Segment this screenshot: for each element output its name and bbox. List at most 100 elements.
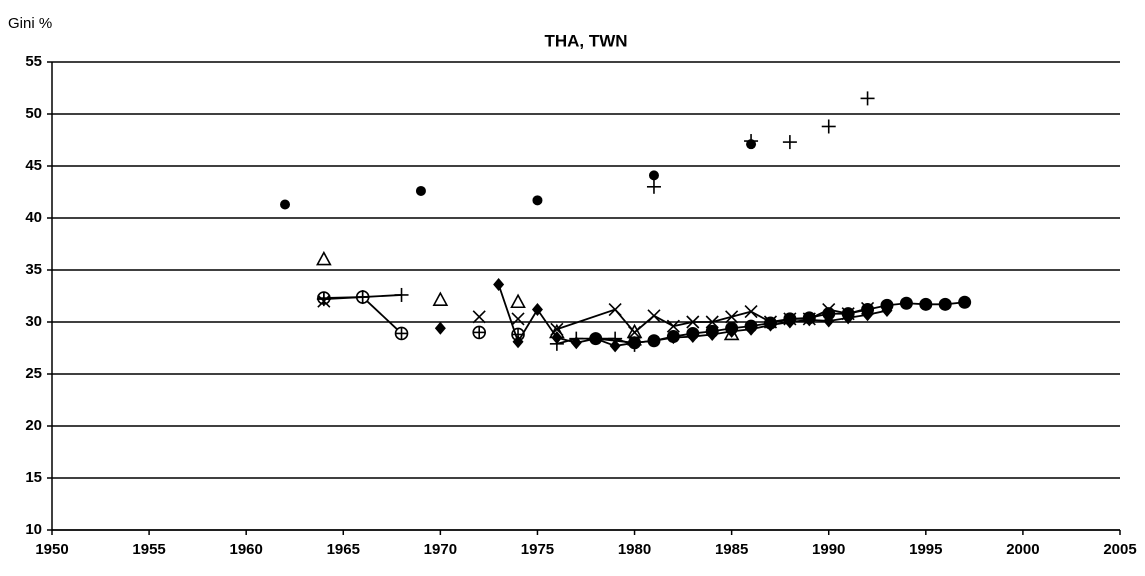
- marker: [821, 119, 836, 134]
- marker: [666, 330, 680, 344]
- marker: [510, 293, 526, 309]
- marker: [860, 91, 875, 106]
- marker: [316, 292, 331, 307]
- marker: [783, 312, 797, 326]
- marker: [861, 303, 875, 317]
- marker-shape: [725, 310, 739, 324]
- marker-shape: [861, 303, 875, 317]
- marker-shape: [725, 321, 739, 335]
- marker-shape: [609, 339, 621, 353]
- marker: [280, 199, 291, 210]
- y-tick-label: 50: [25, 105, 42, 122]
- marker: [705, 315, 719, 329]
- marker: [316, 250, 332, 266]
- marker: [647, 334, 661, 348]
- marker-shape: [608, 302, 622, 317]
- x-tick-label: 1955: [132, 541, 165, 558]
- marker-shape: [532, 195, 543, 206]
- marker-shape: [666, 330, 680, 344]
- marker: [627, 337, 642, 352]
- y-tick-label: 35: [25, 261, 42, 278]
- marker: [880, 298, 894, 312]
- marker-shape: [648, 170, 659, 181]
- marker: [434, 321, 446, 335]
- marker-shape: [647, 334, 661, 348]
- y-axis-label: Gini %: [8, 15, 52, 32]
- marker-shape: [744, 319, 758, 333]
- marker: [569, 331, 584, 346]
- x-tick-label: 1995: [909, 541, 942, 558]
- marker-shape: [627, 325, 642, 339]
- marker-shape: [705, 324, 719, 338]
- marker: [608, 302, 622, 317]
- marker: [744, 134, 759, 149]
- marker: [782, 135, 797, 150]
- marker: [802, 311, 816, 325]
- marker: [394, 287, 409, 302]
- y-tick-label: 15: [25, 469, 42, 486]
- marker: [432, 291, 449, 306]
- marker-shape: [493, 278, 505, 292]
- marker: [666, 319, 680, 333]
- marker: [627, 325, 642, 339]
- marker-shape: [899, 296, 913, 310]
- marker-shape: [434, 321, 446, 335]
- marker: [899, 296, 913, 310]
- marker: [725, 321, 739, 335]
- y-tick-label: 20: [25, 417, 42, 434]
- marker: [763, 316, 777, 330]
- marker: [725, 310, 739, 324]
- chart-title: THA, TWN: [544, 31, 627, 50]
- x-tick-label: 1950: [35, 541, 68, 558]
- marker: [744, 319, 758, 333]
- marker-shape: [841, 307, 855, 321]
- marker-shape: [919, 297, 933, 311]
- marker-shape: [280, 199, 291, 210]
- marker: [472, 310, 486, 324]
- marker-shape: [938, 297, 952, 311]
- marker-shape: [512, 335, 524, 349]
- y-tick-label: 45: [25, 157, 42, 174]
- marker-shape: [783, 312, 797, 326]
- marker-shape: [647, 309, 661, 323]
- marker: [532, 195, 543, 206]
- marker: [512, 335, 524, 349]
- x-tick-label: 1980: [618, 541, 651, 558]
- marker: [647, 309, 661, 323]
- marker: [705, 324, 719, 338]
- marker-shape: [822, 307, 836, 321]
- marker: [317, 294, 331, 308]
- marker-shape: [472, 310, 486, 324]
- marker-shape: [415, 185, 426, 196]
- marker: [648, 170, 659, 181]
- marker: [608, 331, 623, 346]
- marker: [549, 336, 564, 351]
- marker: [355, 290, 370, 305]
- marker: [531, 303, 543, 317]
- marker: [822, 307, 836, 321]
- marker: [686, 326, 700, 340]
- x-tick-label: 1985: [715, 541, 748, 558]
- marker: [841, 307, 855, 321]
- marker-shape: [763, 316, 777, 330]
- marker-shape: [705, 315, 719, 329]
- marker-shape: [880, 298, 894, 312]
- marker-shape: [316, 250, 332, 266]
- x-tick-label: 1990: [812, 541, 845, 558]
- y-tick-label: 40: [25, 209, 42, 226]
- marker: [938, 297, 952, 311]
- marker-shape: [531, 303, 543, 317]
- y-tick-label: 25: [25, 365, 42, 382]
- marker-shape: [686, 326, 700, 340]
- marker-shape: [511, 312, 525, 326]
- marker: [472, 325, 487, 340]
- marker: [686, 315, 700, 329]
- marker: [511, 312, 525, 326]
- marker: [394, 326, 409, 341]
- marker-shape: [802, 311, 816, 325]
- x-tick-label: 2000: [1006, 541, 1039, 558]
- marker-shape: [510, 293, 526, 309]
- marker: [609, 339, 621, 353]
